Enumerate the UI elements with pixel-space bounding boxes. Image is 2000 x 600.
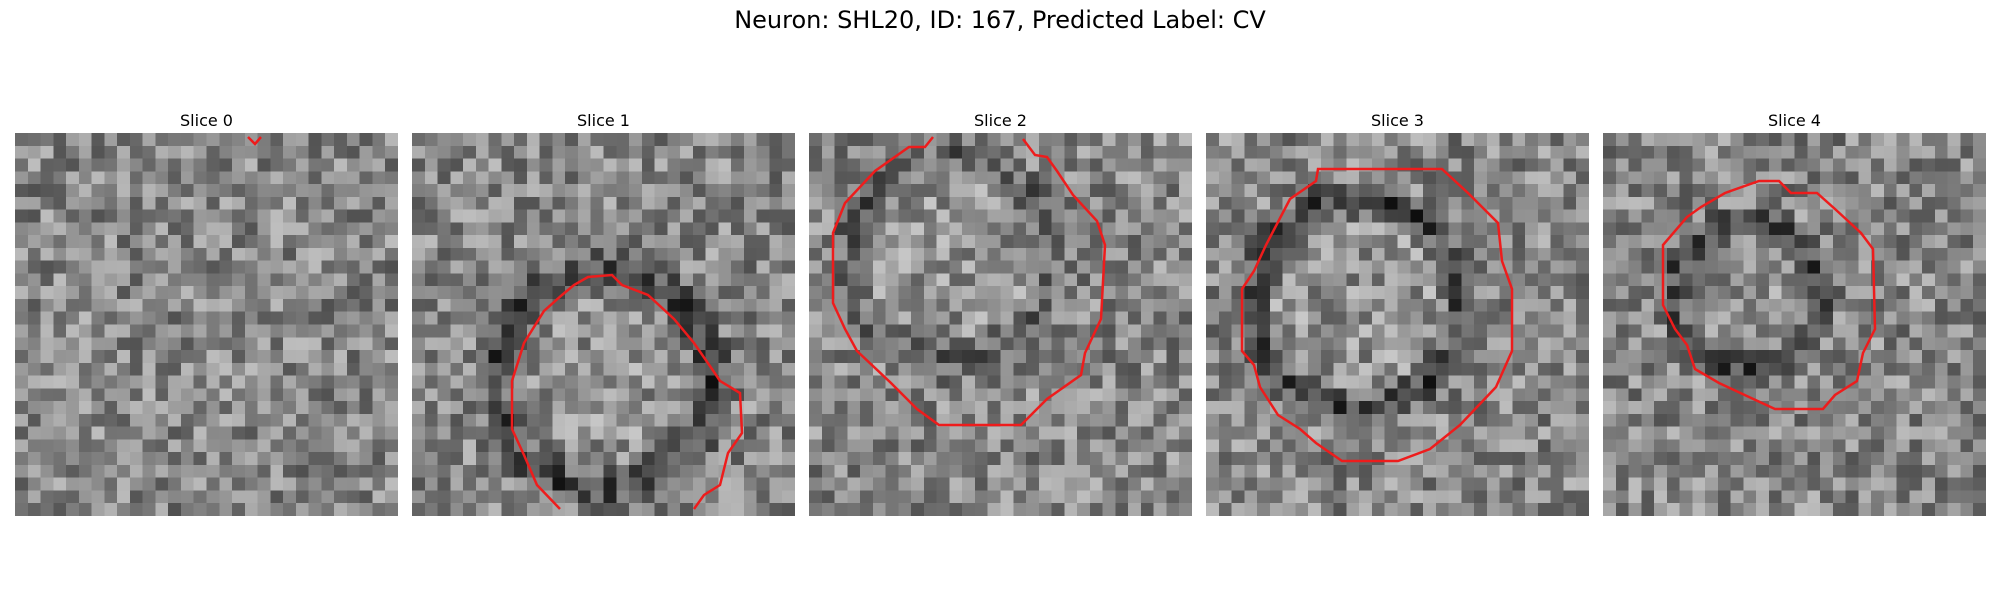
slice-image bbox=[412, 133, 795, 516]
segmentation-contour bbox=[1240, 167, 1514, 463]
panel-title: Slice 1 bbox=[577, 111, 630, 130]
grayscale-tile bbox=[1603, 133, 1986, 516]
panel-slice-0: Slice 0 bbox=[15, 110, 398, 516]
figure-title: Neuron: SHL20, ID: 167, Predicted Label:… bbox=[734, 6, 1266, 34]
slice-image bbox=[15, 133, 398, 516]
grayscale-tile bbox=[1206, 133, 1589, 516]
segmentation-contour bbox=[1661, 179, 1877, 411]
grayscale-tile bbox=[15, 133, 398, 516]
slice-image bbox=[1603, 133, 1986, 516]
panel-title: Slice 3 bbox=[1371, 111, 1424, 130]
segmentation-contour bbox=[831, 136, 1107, 427]
panel-title: Slice 4 bbox=[1768, 111, 1821, 130]
panel-title: Slice 2 bbox=[974, 111, 1027, 130]
panel-slice-2: Slice 2 bbox=[809, 110, 1192, 516]
panel-slice-1: Slice 1 bbox=[412, 110, 795, 516]
segmentation-contour bbox=[510, 273, 744, 510]
grayscale-tile bbox=[809, 133, 1192, 516]
slice-image bbox=[1206, 133, 1589, 516]
panel-slice-3: Slice 3 bbox=[1206, 110, 1589, 516]
panel-title: Slice 0 bbox=[180, 111, 233, 130]
panel-slice-4: Slice 4 bbox=[1603, 110, 1986, 516]
segmentation-contour bbox=[247, 136, 262, 146]
grayscale-tile bbox=[412, 133, 795, 516]
slice-image bbox=[809, 133, 1192, 516]
